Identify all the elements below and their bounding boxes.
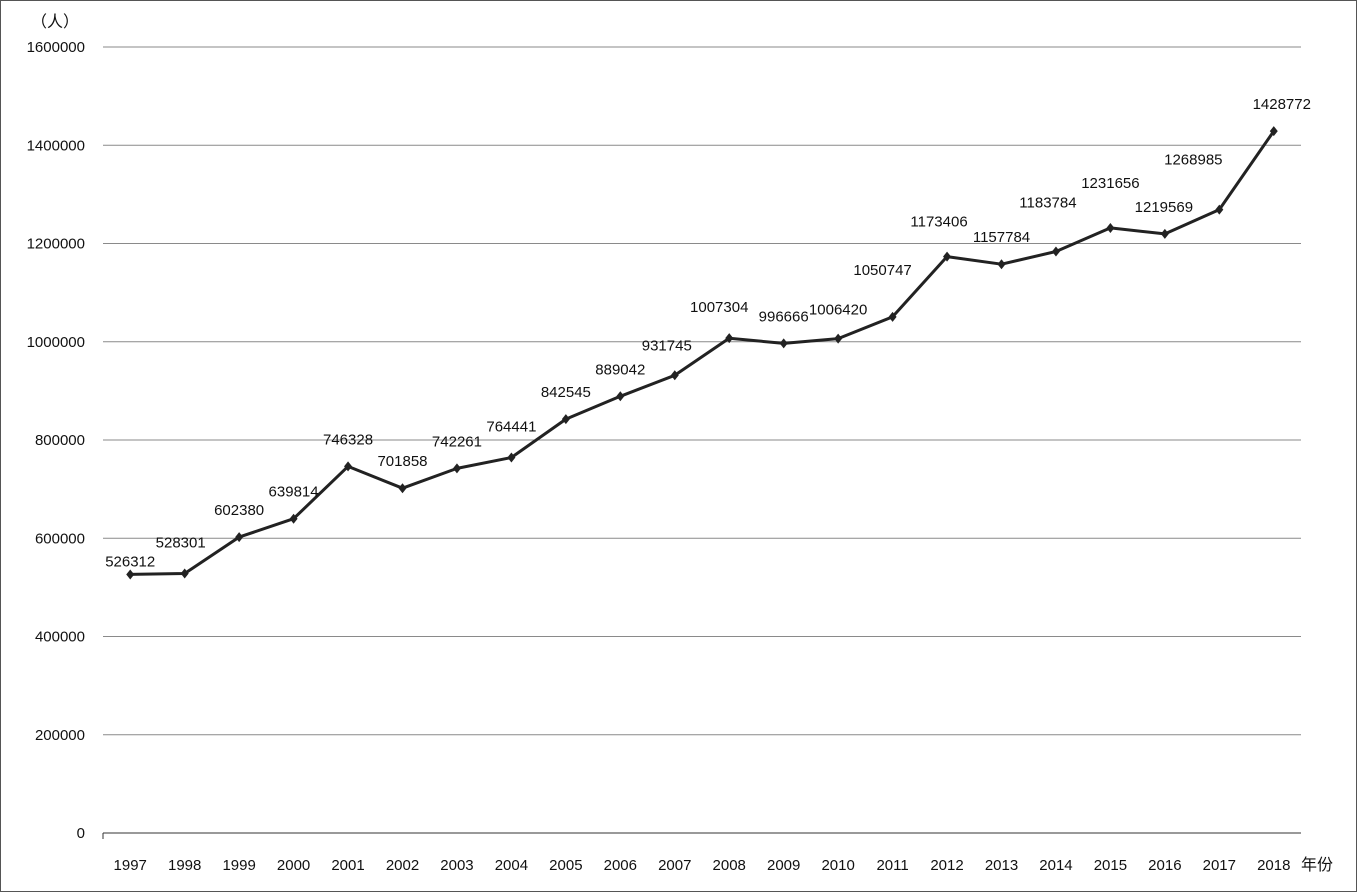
data-label: 1157784 — [973, 229, 1030, 246]
data-point-marker — [1160, 228, 1169, 239]
grid-lines — [102, 46, 1301, 839]
x-tick-label: 2004 — [495, 857, 528, 874]
y-tick-label: 600000 — [35, 530, 85, 547]
y-tick-label: 800000 — [35, 432, 85, 449]
data-label: 1268985 — [1164, 152, 1222, 169]
x-tick-label: 2005 — [549, 857, 582, 874]
x-tick-label: 2018 — [1257, 857, 1290, 874]
data-point-marker — [725, 333, 734, 344]
x-tick-label: 2017 — [1203, 857, 1236, 874]
x-axis-unit-label: 年份 — [1301, 855, 1333, 874]
data-point-marker — [1269, 126, 1278, 137]
data-label: 1219569 — [1135, 199, 1193, 216]
data-label: 528301 — [156, 534, 206, 551]
data-point-marker — [235, 532, 244, 543]
data-point-marker — [507, 452, 516, 463]
data-point-marker — [616, 391, 625, 402]
data-label: 602380 — [214, 502, 264, 519]
x-tick-label: 2008 — [713, 857, 746, 874]
x-tick-label: 2013 — [985, 857, 1018, 874]
y-axis-ticks: 0 200000 400000 600000 800000 1000000 1200000 1… — [27, 39, 85, 842]
data-label: 996666 — [759, 308, 809, 325]
data-label: 639814 — [269, 484, 319, 501]
y-tick-label: 1200000 — [27, 236, 85, 253]
data-point-marker — [1215, 204, 1224, 215]
data-label: 1428772 — [1253, 96, 1311, 113]
series-line-group — [126, 126, 1278, 580]
data-point-marker — [289, 513, 298, 524]
data-label: 1007304 — [690, 299, 748, 316]
x-tick-label: 2007 — [658, 857, 691, 874]
data-label: 889042 — [595, 361, 645, 378]
x-tick-label: 2015 — [1094, 857, 1127, 874]
x-tick-label: 2000 — [277, 857, 310, 874]
data-label: 1006420 — [809, 302, 867, 319]
x-tick-label: 1998 — [168, 857, 201, 874]
x-tick-label: 2002 — [386, 857, 419, 874]
y-tick-label: 1400000 — [27, 137, 85, 154]
y-axis-unit-label: （人） — [31, 12, 79, 31]
y-tick-label: 1000000 — [27, 334, 85, 351]
data-point-marker — [398, 483, 407, 494]
series-line — [130, 130, 1276, 576]
data-label: 1231656 — [1081, 175, 1139, 192]
y-tick-label: 1600000 — [27, 39, 85, 56]
y-tick-label: 0 — [77, 825, 85, 842]
x-tick-label: 2012 — [930, 857, 963, 874]
x-tick-label: 2006 — [604, 857, 637, 874]
data-label: 526312 — [105, 553, 155, 570]
data-point-marker — [779, 338, 788, 349]
data-point-marker — [834, 333, 843, 344]
data-label: 1183784 — [1019, 194, 1076, 211]
x-tick-label: 1997 — [114, 857, 147, 874]
x-tick-label: 2010 — [821, 857, 854, 874]
x-tick-label: 2014 — [1039, 857, 1072, 874]
data-label: 742261 — [432, 433, 482, 450]
data-point-marker — [452, 463, 461, 474]
data-point-marker — [1051, 246, 1060, 257]
y-tick-label: 400000 — [35, 629, 85, 646]
data-label: 1050747 — [853, 262, 911, 279]
data-point-marker — [888, 311, 897, 322]
x-tick-label: 2009 — [767, 857, 800, 874]
data-point-marker — [126, 569, 135, 580]
data-point-marker — [1106, 222, 1115, 233]
data-point-marker — [344, 461, 353, 472]
data-label: 931745 — [642, 337, 692, 354]
data-label: 746328 — [323, 431, 373, 448]
data-label: 701858 — [377, 453, 427, 470]
x-tick-label: 2016 — [1148, 857, 1181, 874]
data-point-marker — [180, 568, 189, 579]
data-label: 764441 — [486, 418, 536, 435]
data-label: 1173406 — [910, 214, 967, 231]
y-tick-label: 200000 — [35, 727, 85, 744]
data-label: 842545 — [541, 384, 591, 401]
x-tick-label: 2001 — [331, 857, 364, 874]
data-point-marker — [997, 259, 1006, 270]
x-tick-label: 1999 — [222, 857, 255, 874]
x-tick-label: 2011 — [876, 857, 908, 874]
data-point-marker — [670, 370, 679, 381]
x-axis-ticks: 1997 1998 1999 2000 2001 2002 2003 2004 2005 2006… — [114, 857, 1291, 874]
x-tick-label: 2003 — [440, 857, 473, 874]
data-point-marker — [561, 414, 570, 425]
data-point-marker — [943, 251, 952, 262]
